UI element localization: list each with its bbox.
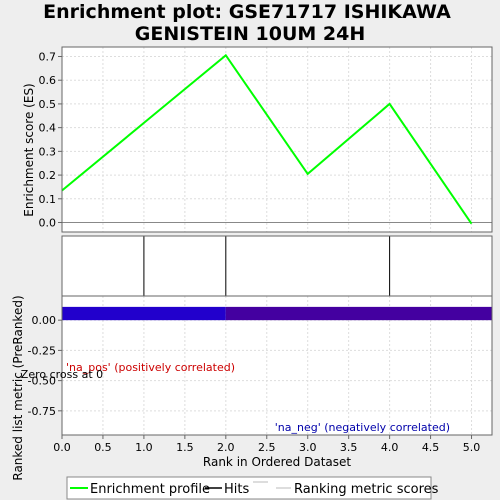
- x-tick-label-0: 0.0: [53, 441, 71, 454]
- middle-panel-background: [62, 236, 492, 296]
- x-tick-label-1: 0.5: [94, 441, 112, 454]
- bottom-y-tick-label-1: -0.25: [28, 344, 56, 357]
- x-ticks: 0.0 0.5 1.0 1.5 2.0 2.5 3.0 3.5 4.0 4.5 5.0: [53, 435, 480, 454]
- bottom-y-tick-label-2: -0.50: [28, 375, 56, 388]
- bottom-y-tick-label-0: 0.00: [32, 314, 57, 327]
- bottom-y-tick-label-3: -0.75: [28, 405, 56, 418]
- top-panel-background: [62, 47, 492, 232]
- x-tick-label-6: 3.0: [299, 441, 317, 454]
- legend-label-hits: Hits: [224, 482, 249, 497]
- x-tick-label-9: 4.5: [422, 441, 440, 454]
- pos-correlated-label: 'na_pos' (positively correlated): [66, 361, 235, 374]
- bottom-y-ticks: 0.00 -0.25 -0.50 -0.75: [28, 314, 62, 418]
- chart-title-line-2: GENISTEIN 10UM 24H: [135, 23, 366, 45]
- x-tick-label-5: 2.5: [258, 441, 276, 454]
- zero-cross-label: Zero cross at 0: [21, 368, 103, 381]
- x-tick-label-4: 2.0: [217, 441, 235, 454]
- x-tick-label-7: 3.5: [340, 441, 358, 454]
- ranking-metric-segment-1: [225, 306, 493, 321]
- legend-box: [66, 476, 432, 500]
- enrichment-profile-line: [61, 53, 473, 225]
- top-y-tick-label-3: 0.3: [39, 145, 57, 158]
- top-y-tick-label-1: 0.1: [39, 193, 57, 206]
- x-tick-label-3: 1.5: [176, 441, 194, 454]
- top-y-ticks: 0.0 0.1 0.2 0.3 0.4 0.5 0.6 0.7: [39, 50, 62, 230]
- top-y-tick-label-7: 0.7: [39, 50, 57, 63]
- hit-lines: [143, 236, 391, 296]
- legend-label-enrichment-profile: Enrichment profile: [90, 482, 210, 497]
- ranking-metric-bars: [62, 306, 493, 321]
- top-y-tick-label-2: 0.2: [39, 169, 57, 182]
- bottom-y-axis-label: Ranked list metric (PreRanked): [11, 295, 25, 480]
- top-y-tick-label-0: 0.0: [39, 217, 57, 230]
- top-y-tick-label-6: 0.6: [39, 74, 57, 87]
- top-y-tick-label-4: 0.4: [39, 122, 57, 135]
- top-panel-frame: [61, 46, 493, 233]
- x-tick-label-8: 4.0: [381, 441, 399, 454]
- x-axis-label: Rank in Ordered Dataset: [203, 455, 351, 469]
- chart-title-line-1: Enrichment plot: GSE71717 ISHIKAWA: [43, 1, 451, 23]
- x-tick-label-10: 5.0: [463, 441, 481, 454]
- neg-correlated-label: 'na_neg' (negatively correlated): [275, 421, 450, 434]
- ranking-metric-segment-0: [62, 306, 226, 321]
- top-y-tick-label-5: 0.5: [39, 98, 57, 111]
- x-tick-label-2: 1.0: [135, 441, 153, 454]
- legend-label-ranking-metric-scores: Ranking metric scores: [294, 482, 439, 497]
- bottom-panel-frame: [61, 295, 493, 436]
- top-y-axis-label: Enrichment score (ES): [22, 83, 36, 216]
